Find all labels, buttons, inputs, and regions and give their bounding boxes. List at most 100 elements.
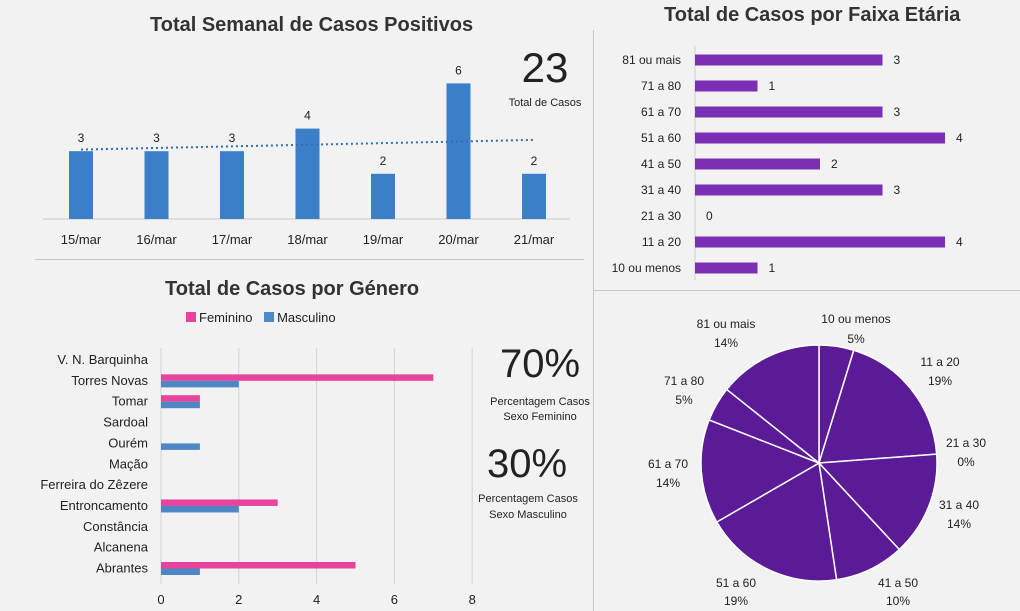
age-tick-label: 21 a 30 bbox=[641, 209, 681, 223]
pie-percent-label: 14% bbox=[947, 517, 971, 531]
pie-percent-label: 19% bbox=[928, 374, 952, 388]
gender-chart-title: Total de Casos por Género bbox=[165, 278, 420, 300]
vertical-divider bbox=[593, 30, 594, 611]
gender-bar-chart: 0 2 4 6 8 V. N. Barquinha Torres Novas Tomar Sar… bbox=[40, 348, 476, 607]
gender-legend: Feminino Masculino bbox=[186, 310, 344, 325]
age-bar-chart: 81 ou mais 3 71 a 80 1 61 a 70 3 51 a 60 4 41 a … bbox=[612, 46, 963, 280]
age-chart-title: Total de Casos por Faixa Etária bbox=[664, 4, 961, 26]
weekly-trendline bbox=[80, 138, 535, 151]
weekly-tick-label: 19/mar bbox=[363, 232, 404, 247]
age-bar bbox=[695, 106, 883, 118]
pie-category-label: 51 a 60 bbox=[716, 576, 756, 590]
weekly-bar bbox=[295, 128, 320, 219]
female-percentage: 70% bbox=[499, 342, 581, 386]
pie-percent-label: 14% bbox=[656, 476, 680, 490]
legend-swatch-female bbox=[186, 312, 196, 322]
age-bar bbox=[695, 80, 758, 92]
weekly-data-label: 2 bbox=[380, 154, 387, 168]
gender-bar-male bbox=[161, 568, 200, 575]
pie-percent-label: 5% bbox=[847, 332, 865, 346]
pie-category-label: 61 a 70 bbox=[648, 457, 688, 471]
pie-slice bbox=[700, 418, 821, 524]
weekly-bar bbox=[371, 173, 395, 219]
gender-category-label: V. N. Barquinha bbox=[57, 352, 148, 367]
weekly-data-label: 4 bbox=[304, 109, 311, 123]
weekly-bar bbox=[522, 173, 546, 219]
female-percentage-label-1: Percentagem Casos bbox=[490, 396, 590, 408]
gender-category-label: Ferreira do Zêzere bbox=[40, 477, 148, 492]
pie-percent-label: 19% bbox=[724, 594, 748, 608]
age-tick-label: 81 ou mais bbox=[622, 53, 681, 67]
age-bar bbox=[695, 132, 945, 144]
pie-slice bbox=[817, 349, 938, 464]
pie-category-label: 21 a 30 bbox=[946, 436, 986, 450]
age-tick-label: 11 a 20 bbox=[642, 235, 681, 249]
weekly-bar-chart: 3 15/mar 3 16/mar 3 17/mar 4 18/mar 2 19/mar 6 20/m… bbox=[43, 63, 570, 247]
weekly-bar bbox=[144, 151, 169, 219]
weekly-data-label: 3 bbox=[153, 131, 160, 145]
age-data-label: 2 bbox=[831, 157, 838, 171]
gender-bar-male bbox=[161, 401, 200, 409]
age-data-label: 3 bbox=[894, 105, 901, 119]
gender-category-label: Entroncamento bbox=[60, 498, 148, 513]
gender-category-label: Mação bbox=[109, 456, 148, 471]
gender-category-label: Tomar bbox=[112, 394, 149, 409]
age-tick-label: 61 a 70 bbox=[641, 105, 681, 119]
gender-category-label: Torres Novas bbox=[71, 373, 148, 388]
age-bar bbox=[695, 236, 945, 248]
pie-percent-label: 14% bbox=[714, 336, 738, 350]
gender-tick-label: 0 bbox=[157, 592, 164, 607]
age-data-label: 3 bbox=[894, 183, 901, 197]
weekly-data-label: 2 bbox=[531, 154, 538, 168]
age-tick-label: 31 a 40 bbox=[641, 183, 681, 197]
age-data-label: 1 bbox=[769, 261, 776, 275]
gender-bar-male bbox=[161, 380, 239, 388]
weekly-bar bbox=[220, 151, 244, 219]
pie-category-label: 81 ou mais bbox=[697, 317, 756, 331]
right-horizontal-divider bbox=[594, 290, 1020, 291]
male-percentage-label-2: Sexo Masculino bbox=[489, 509, 567, 521]
weekly-bar bbox=[446, 83, 471, 220]
weekly-chart-title: Total Semanal de Casos Positivos bbox=[150, 14, 474, 36]
pie-category-label: 11 a 20 bbox=[920, 355, 959, 369]
gender-category-label: Sardoal bbox=[103, 415, 148, 430]
age-bar bbox=[695, 54, 883, 66]
legend-label-male: Masculino bbox=[277, 310, 336, 325]
legend-label-female: Feminino bbox=[199, 310, 253, 325]
legend-item-male: Masculino bbox=[264, 310, 336, 325]
age-data-label: 0 bbox=[706, 209, 713, 223]
pie-category-label: 10 ou menos bbox=[821, 312, 890, 326]
gender-bar-male bbox=[161, 505, 239, 513]
age-tick-label: 10 ou menos bbox=[612, 261, 681, 275]
weekly-tick-label: 20/mar bbox=[438, 232, 479, 247]
pie-slice bbox=[817, 453, 938, 551]
gender-tick-label: 8 bbox=[469, 592, 476, 607]
total-cases-value: 23 bbox=[521, 44, 569, 91]
male-percentage-label-1: Percentagem Casos bbox=[478, 493, 578, 505]
gender-bar-female bbox=[161, 374, 434, 381]
weekly-data-label: 3 bbox=[229, 131, 236, 145]
weekly-tick-label: 21/mar bbox=[514, 232, 555, 247]
legend-item-female: Feminino bbox=[186, 310, 256, 325]
gender-bar-female bbox=[161, 395, 200, 402]
age-tick-label: 51 a 60 bbox=[641, 131, 681, 145]
gender-bar-female bbox=[161, 499, 278, 506]
pie-percent-label: 10% bbox=[886, 594, 910, 608]
age-data-label: 4 bbox=[956, 235, 963, 249]
age-pie-chart: 10 ou menos 5% 11 a 20 19% 21 a 30 0% 31 a 40 1… bbox=[648, 312, 986, 608]
total-cases-label: Total de Casos bbox=[508, 97, 582, 109]
weekly-tick-label: 18/mar bbox=[287, 232, 328, 247]
pie-category-label: 31 a 40 bbox=[939, 498, 979, 512]
gender-bar-female bbox=[161, 562, 356, 569]
horizontal-divider bbox=[35, 259, 584, 260]
gender-category-label: Constância bbox=[83, 519, 149, 534]
weekly-tick-label: 17/mar bbox=[212, 232, 253, 247]
female-percentage-label-2: Sexo Feminino bbox=[503, 411, 577, 423]
weekly-tick-label: 16/mar bbox=[136, 232, 177, 247]
pie-percent-label: 5% bbox=[675, 393, 693, 407]
gender-category-label: Alcanena bbox=[94, 540, 149, 555]
age-data-label: 4 bbox=[956, 131, 963, 145]
legend-swatch-male bbox=[264, 312, 275, 322]
gender-tick-label: 2 bbox=[235, 592, 242, 607]
age-tick-label: 71 a 80 bbox=[641, 79, 681, 93]
